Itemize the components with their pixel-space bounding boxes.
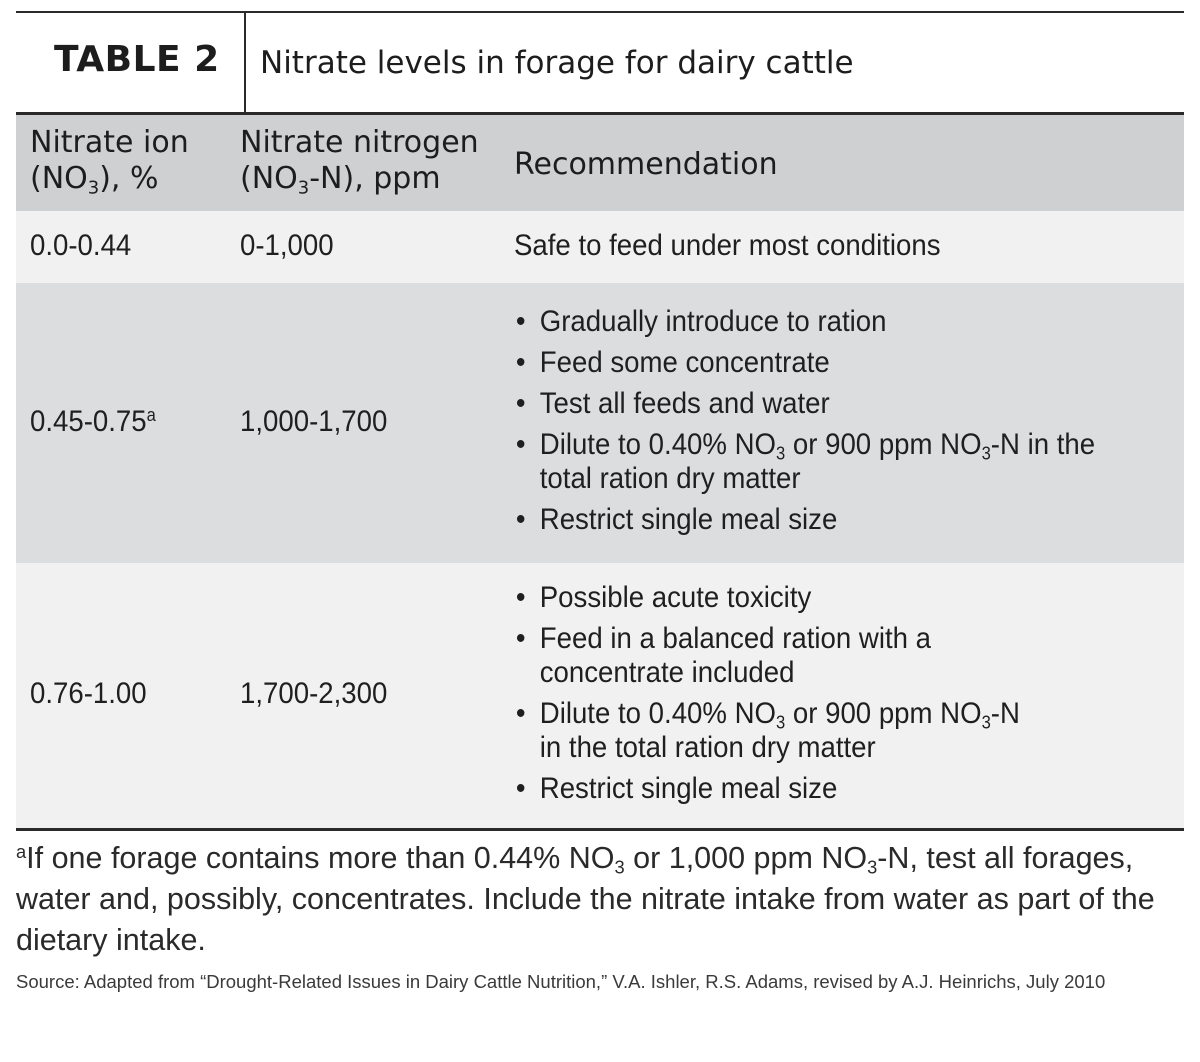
- footnote-marker: a: [16, 840, 27, 862]
- subscript: 3: [981, 712, 991, 733]
- subscript: 3: [614, 856, 625, 878]
- table-title: Nitrate levels in forage for dairy cattl…: [260, 45, 854, 81]
- footnote: aIf one forage contains more than 0.44% …: [16, 838, 1184, 961]
- nitrate-ion-cell: 0.76-1.00: [30, 677, 147, 710]
- title-divider: [244, 13, 246, 113]
- header-text: (NO: [30, 161, 88, 196]
- cell-text: 0.45-0.75: [30, 405, 147, 438]
- list-item: Restrict single meal size: [514, 503, 1095, 537]
- item-text: or 900 ppm NO: [785, 428, 982, 461]
- subscript: 3: [776, 712, 786, 733]
- nitrate-ion-cell: 0.45-0.75a: [30, 405, 156, 439]
- list-item: Gradually introduce to ration: [514, 305, 1095, 339]
- item-text: Dilute to 0.40% NO: [539, 697, 777, 730]
- header-nitrate-ion: Nitrate ion (NO3), %: [30, 125, 189, 197]
- list-item: Possible acute toxicity: [514, 581, 1020, 615]
- table-row: 0.76-1.00 1,700-2,300 Possible acute tox…: [16, 563, 1184, 829]
- list-item: Feed some concentrate: [514, 346, 1095, 380]
- subscript: 3: [297, 177, 310, 199]
- item-text: or 900 ppm NO: [785, 697, 982, 730]
- table-label: TABLE 2: [54, 39, 220, 80]
- header-nitrate-nitrogen: Nitrate nitrogen (NO3-N), ppm: [240, 125, 479, 197]
- header-recommendation: Recommendation: [514, 147, 778, 182]
- nitrate-nitrogen-cell: 0-1,000: [240, 229, 334, 262]
- table-bottom-rule: [16, 828, 1184, 831]
- header-text: ), %: [99, 161, 159, 196]
- subscript: 3: [776, 443, 786, 464]
- top-rule: [16, 11, 1184, 13]
- list-item: Dilute to 0.40% NO3 or 900 ppm NO3-N in …: [514, 428, 1095, 496]
- item-text: Dilute to 0.40% NO: [539, 428, 777, 461]
- list-item: Restrict single meal size: [514, 772, 1020, 806]
- item-text: -N in the: [990, 428, 1096, 461]
- recommendation-list: Gradually introduce to ration Feed some …: [514, 305, 1095, 544]
- subscript: 3: [87, 177, 100, 199]
- header-line: Nitrate ion: [30, 125, 189, 160]
- table-title-row: TABLE 2 Nitrate levels in forage for dai…: [16, 13, 1184, 113]
- source-citation: Source: Adapted from “Drought-Related Is…: [16, 971, 1106, 992]
- table-row: 0.0-0.44 0-1,000 Safe to feed under most…: [16, 211, 1184, 283]
- list-item: Dilute to 0.40% NO3 or 900 ppm NO3-Nin t…: [514, 697, 1020, 765]
- header-line: Nitrate nitrogen: [240, 125, 479, 160]
- item-text: total ration dry matter: [539, 462, 801, 495]
- footnote-text: If one forage contains more than 0.44% N…: [26, 841, 615, 875]
- header-text: (NO: [240, 161, 298, 196]
- recommendation-cell: Safe to feed under most conditions: [514, 229, 941, 262]
- header-text: -N), ppm: [309, 161, 441, 196]
- item-text: in the total ration dry matter: [539, 731, 876, 764]
- nitrate-ion-cell: 0.0-0.44: [30, 229, 132, 262]
- item-text: concentrate included: [539, 656, 795, 689]
- recommendation-list: Possible acute toxicity Feed in a balanc…: [514, 581, 1020, 813]
- header-line: (NO3-N), ppm: [240, 161, 479, 197]
- table-row: 0.45-0.75a 1,000-1,700 Gradually introdu…: [16, 283, 1184, 563]
- footnote-text: or 1,000 ppm NO: [624, 841, 868, 875]
- footnote-text: -N, test all forages, water and, possibl…: [16, 841, 1155, 957]
- nitrate-nitrogen-cell: 1,700-2,300: [240, 677, 388, 710]
- list-item: Test all feeds and water: [514, 387, 1095, 421]
- subscript: 3: [981, 443, 991, 464]
- item-text: -N: [990, 697, 1020, 730]
- list-item: Feed in a balanced ration with aconcentr…: [514, 622, 1020, 690]
- nitrate-nitrogen-cell: 1,000-1,700: [240, 405, 388, 438]
- title-bottom-rule: [16, 112, 1184, 115]
- subscript: 3: [867, 856, 878, 878]
- table-header: Nitrate ion (NO3), % Nitrate nitrogen (N…: [16, 115, 1184, 211]
- item-text: Feed in a balanced ration with a: [539, 622, 932, 655]
- header-line: (NO3), %: [30, 161, 189, 197]
- footnote-marker: a: [146, 405, 156, 426]
